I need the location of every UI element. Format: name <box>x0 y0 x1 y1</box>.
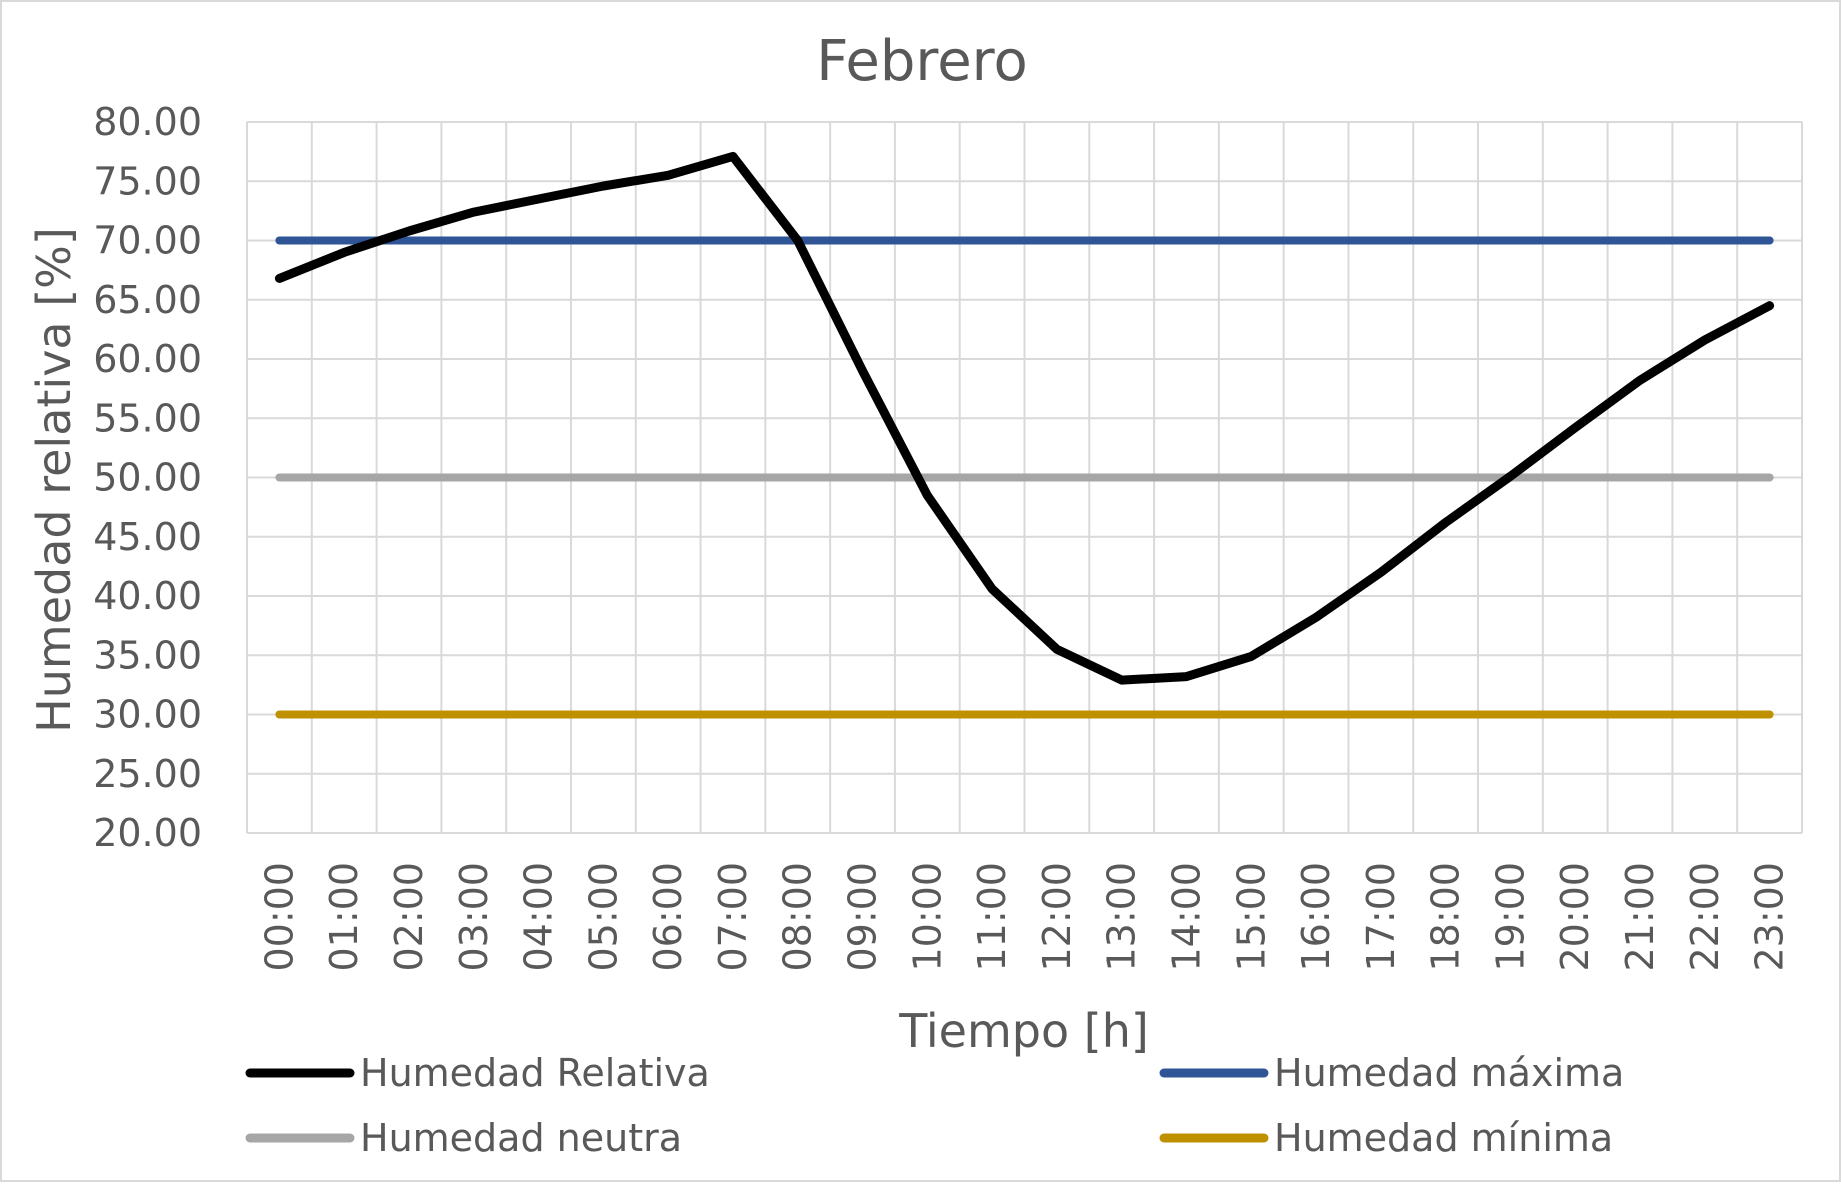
y-tick-label: 35.00 <box>93 633 202 677</box>
x-tick-label: 13:00 <box>1100 862 1144 972</box>
y-tick-label: 20.00 <box>93 811 202 855</box>
legend: Humedad Relativa Humedad máxima Humedad ne… <box>245 1051 1624 1160</box>
x-tick-label: 12:00 <box>1035 862 1079 972</box>
legend-label: Humedad mínima <box>1274 1116 1613 1160</box>
x-tick-label: 02:00 <box>387 862 431 972</box>
x-tick-label: 11:00 <box>970 862 1014 972</box>
y-tick-label: 40.00 <box>93 574 202 618</box>
x-tick-label: 23:00 <box>1748 862 1792 972</box>
legend-label: Humedad Relativa <box>360 1051 710 1095</box>
x-tick-label: 08:00 <box>776 862 820 972</box>
y-tick-label: 50.00 <box>93 456 202 500</box>
x-tick-label: 21:00 <box>1618 862 1662 972</box>
x-tick-label: 06:00 <box>646 862 690 972</box>
y-axis-ticks: 20.00 25.00 30.00 35.00 40.00 45.00 50.00 55.00… <box>93 100 202 855</box>
x-tick-label: 14:00 <box>1164 862 1208 972</box>
x-axis-ticks: 00:00 01:00 02:00 03:00 04:00 05:00 06:00 07:00… <box>257 862 1791 972</box>
x-tick-label: 10:00 <box>905 862 949 972</box>
x-tick-label: 05:00 <box>581 862 625 972</box>
y-tick-label: 60.00 <box>93 337 202 381</box>
x-tick-label: 15:00 <box>1229 862 1273 972</box>
y-tick-label: 55.00 <box>93 396 202 440</box>
x-tick-label: 04:00 <box>517 862 561 972</box>
y-tick-label: 45.00 <box>93 515 202 559</box>
legend-label: Humedad máxima <box>1274 1051 1624 1095</box>
x-tick-label: 00:00 <box>257 862 301 972</box>
x-tick-label: 22:00 <box>1683 862 1727 972</box>
x-tick-label: 09:00 <box>841 862 885 972</box>
y-tick-label: 30.00 <box>93 693 202 737</box>
x-tick-label: 16:00 <box>1294 862 1338 972</box>
x-tick-label: 07:00 <box>711 862 755 972</box>
y-tick-label: 25.00 <box>93 752 202 796</box>
series-lines <box>274 151 1775 719</box>
x-tick-label: 17:00 <box>1359 862 1403 972</box>
x-tick-label: 03:00 <box>452 862 496 972</box>
y-tick-label: 65.00 <box>93 278 202 322</box>
y-tick-label: 70.00 <box>93 219 202 263</box>
y-tick-label: 75.00 <box>93 159 202 203</box>
x-tick-label: 19:00 <box>1488 862 1532 972</box>
chart-title: Febrero <box>816 29 1027 94</box>
y-axis-title: Humedad relativa [%] <box>27 227 81 733</box>
legend-label: Humedad neutra <box>360 1116 682 1160</box>
x-axis-title: Tiempo [h] <box>898 1004 1149 1058</box>
x-tick-label: 20:00 <box>1553 862 1597 972</box>
y-tick-label: 80.00 <box>93 100 202 144</box>
x-tick-label: 18:00 <box>1424 862 1468 972</box>
series-line-0 <box>274 151 1775 685</box>
x-tick-label: 01:00 <box>322 862 366 972</box>
